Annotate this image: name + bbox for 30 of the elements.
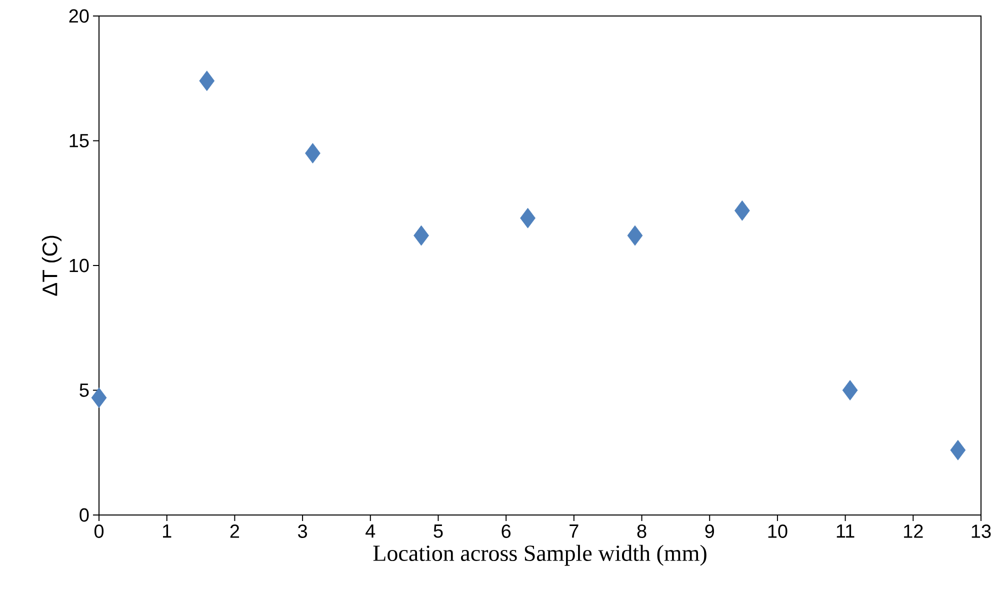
y-tick-label: 15	[70, 134, 89, 148]
x-tick-label: 2	[230, 524, 240, 538]
x-tick-label: 3	[298, 524, 307, 538]
x-tick-label: 11	[836, 524, 854, 538]
x-tick-label: 6	[502, 524, 511, 538]
point	[520, 208, 536, 228]
x-axis-title: Location across Sample width (mm)	[373, 544, 706, 566]
point	[842, 380, 858, 400]
x-tick-label: 4	[366, 524, 376, 538]
x-tick-label: 7	[570, 524, 578, 538]
y-tick-label: 10	[70, 258, 89, 272]
x-tick-label: 0	[94, 524, 104, 538]
point	[414, 225, 429, 246]
y-tick-label: 20	[69, 9, 89, 23]
point	[950, 440, 966, 460]
point	[734, 200, 750, 221]
x-tick-label: 9	[705, 524, 714, 538]
point	[305, 143, 320, 164]
x-tick-label: 5	[434, 524, 443, 538]
y-tick-label: 5	[80, 384, 89, 397]
x-tick-label: 1	[163, 524, 172, 538]
x-tick-label: 10	[768, 524, 788, 538]
x-tick-label: 13	[972, 524, 991, 538]
x-tick-label: 12	[904, 524, 923, 538]
y-tick-label: 0	[80, 508, 89, 522]
point	[627, 225, 643, 246]
x-tick-label: 8	[637, 524, 646, 538]
point	[199, 70, 215, 92]
point	[91, 388, 107, 408]
y-axis-title: ΔT (C)	[42, 236, 62, 296]
